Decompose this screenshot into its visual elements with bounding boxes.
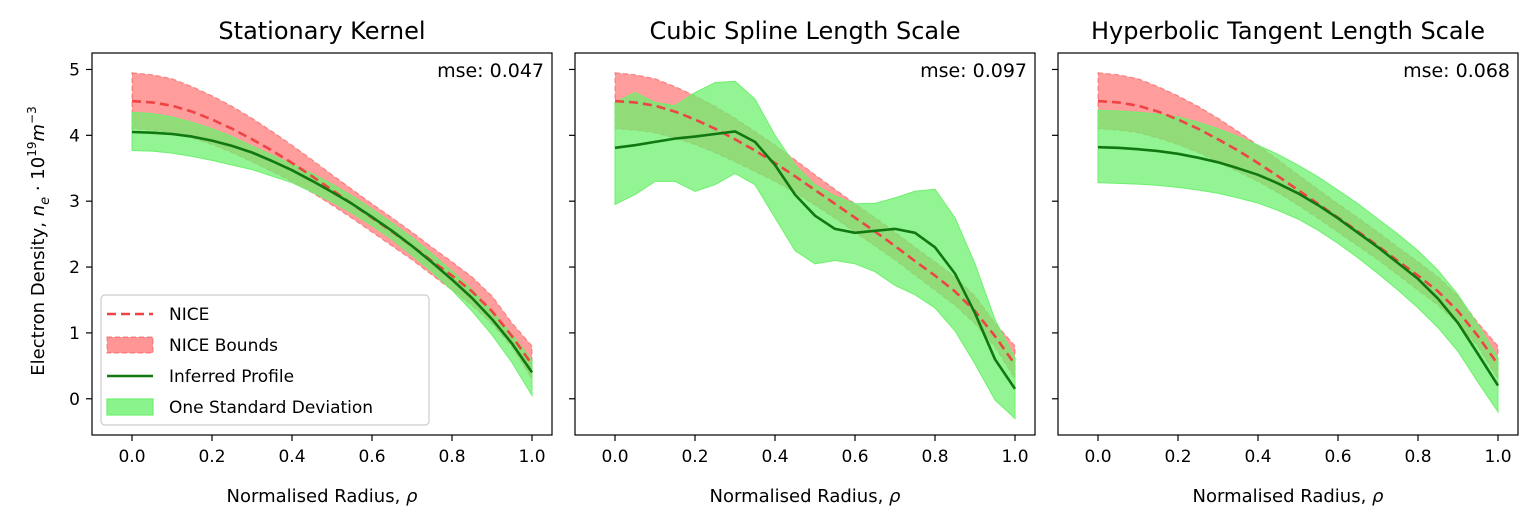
nice-line	[1097, 99, 1500, 366]
y-axis-label: Electron Density, ne · 1019m−3	[25, 106, 53, 375]
x-axis-label: Normalised Radius, ρ	[227, 486, 419, 507]
x-axis-label: Normalised Radius, ρ	[710, 486, 902, 507]
panel-2: 0.0 0.2 0.4 0.6 0.8 1.0 Cubic Spline Length Sc…	[569, 17, 1036, 507]
std-deviation-band	[131, 111, 533, 398]
x-tick-label: 0.6	[358, 447, 385, 467]
x-axis-label: Normalised Radius, ρ	[1193, 486, 1385, 507]
y-tick-label: 4	[69, 126, 80, 146]
legend-label: Inferred Profile	[169, 367, 294, 387]
x-tick-label: 0.2	[198, 447, 225, 467]
legend-label: NICE Bounds	[169, 336, 278, 356]
legend: NICE NICE Bounds Inferred Profile One Stand…	[100, 294, 430, 426]
legend-swatch	[106, 336, 154, 354]
axes-frame	[574, 52, 1036, 436]
x-tick-label: 1.0	[518, 447, 545, 467]
axes-frame	[91, 52, 553, 436]
plot-area	[614, 72, 1017, 420]
y-tick-label: 3	[69, 192, 80, 212]
y-tick-label: 1	[69, 324, 80, 344]
plot-area	[131, 72, 534, 398]
x-tick-label: 0.8	[921, 447, 948, 467]
inferred-profile-line	[131, 130, 534, 374]
y-tick-label: 0	[69, 390, 80, 410]
x-tick-label: 0.8	[438, 447, 465, 467]
nice-line	[131, 99, 534, 366]
mse-annotation: mse: 0.047	[437, 60, 544, 82]
x-tick-label: 0.4	[278, 447, 305, 467]
nice-line	[614, 99, 1017, 366]
inferred-profile-line	[614, 130, 1017, 390]
x-tick-label: 0.4	[1244, 447, 1271, 467]
x-tick-label: 0.6	[1324, 447, 1351, 467]
chart-title: Stationary Kernel	[218, 17, 425, 45]
mse-annotation: mse: 0.068	[1403, 60, 1510, 82]
std-deviation-band	[614, 80, 1016, 420]
inferred-profile-line	[1097, 145, 1500, 387]
x-tick-label: 0.4	[761, 447, 788, 467]
mse-annotation: mse: 0.097	[920, 60, 1027, 82]
panel-3: 0.0 0.2 0.4 0.6 0.8 1.0 Hyperbolic Tangent Len…	[1052, 17, 1519, 507]
chart-title: Hyperbolic Tangent Length Scale	[1091, 17, 1485, 45]
x-tick-label: 0.8	[1404, 447, 1431, 467]
legend-label: NICE	[169, 305, 209, 325]
y-tick-label: 2	[69, 258, 80, 278]
legend-box	[100, 294, 430, 426]
x-tick-label: 0.0	[601, 447, 628, 467]
x-tick-label: 0.0	[118, 447, 145, 467]
x-tick-label: 0.6	[841, 447, 868, 467]
panel-1: 0.0 0.2 0.4 0.6 0.8 1.0 0 1 2 3 4 5 Stationary Kerne…	[69, 17, 553, 507]
x-tick-label: 1.0	[1484, 447, 1511, 467]
plot-area	[1097, 72, 1500, 414]
y-tick-label: 5	[69, 60, 80, 80]
x-tick-label: 0.2	[1164, 447, 1191, 467]
chart-title: Cubic Spline Length Scale	[649, 17, 960, 45]
legend-label: One Standard Deviation	[169, 398, 373, 418]
std-deviation-band	[1097, 109, 1499, 414]
panels: 0.0 0.2 0.4 0.6 0.8 1.0 0 1 2 3 4 5 Stationary Kerne…	[69, 17, 1519, 507]
legend-swatch	[106, 398, 154, 416]
x-tick-label: 0.0	[1084, 447, 1111, 467]
x-tick-label: 0.2	[681, 447, 708, 467]
x-tick-label: 1.0	[1001, 447, 1028, 467]
axes-frame	[1057, 52, 1519, 436]
